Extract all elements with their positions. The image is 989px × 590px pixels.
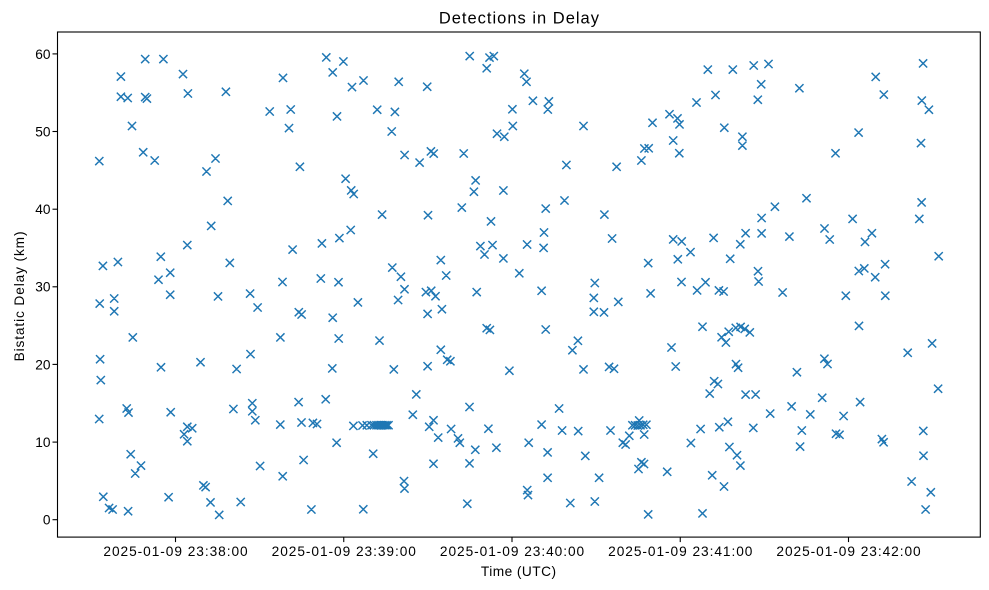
svg-text:Time (UTC): Time (UTC): [481, 564, 557, 579]
svg-text:2025-01-09 23:38:00: 2025-01-09 23:38:00: [103, 544, 248, 559]
svg-text:50: 50: [35, 124, 51, 139]
svg-text:40: 40: [35, 202, 51, 217]
svg-text:0: 0: [43, 513, 51, 528]
svg-text:20: 20: [35, 357, 51, 372]
svg-text:Detections in Delay: Detections in Delay: [439, 10, 600, 28]
svg-text:2025-01-09 23:40:00: 2025-01-09 23:40:00: [440, 544, 585, 559]
svg-text:2025-01-09 23:42:00: 2025-01-09 23:42:00: [776, 544, 921, 559]
svg-text:2025-01-09 23:39:00: 2025-01-09 23:39:00: [272, 544, 417, 559]
svg-text:Bistatic Delay (km): Bistatic Delay (km): [12, 231, 27, 362]
svg-text:10: 10: [35, 435, 51, 450]
svg-text:60: 60: [35, 47, 51, 62]
svg-text:2025-01-09 23:41:00: 2025-01-09 23:41:00: [608, 544, 753, 559]
svg-text:30: 30: [35, 280, 51, 295]
